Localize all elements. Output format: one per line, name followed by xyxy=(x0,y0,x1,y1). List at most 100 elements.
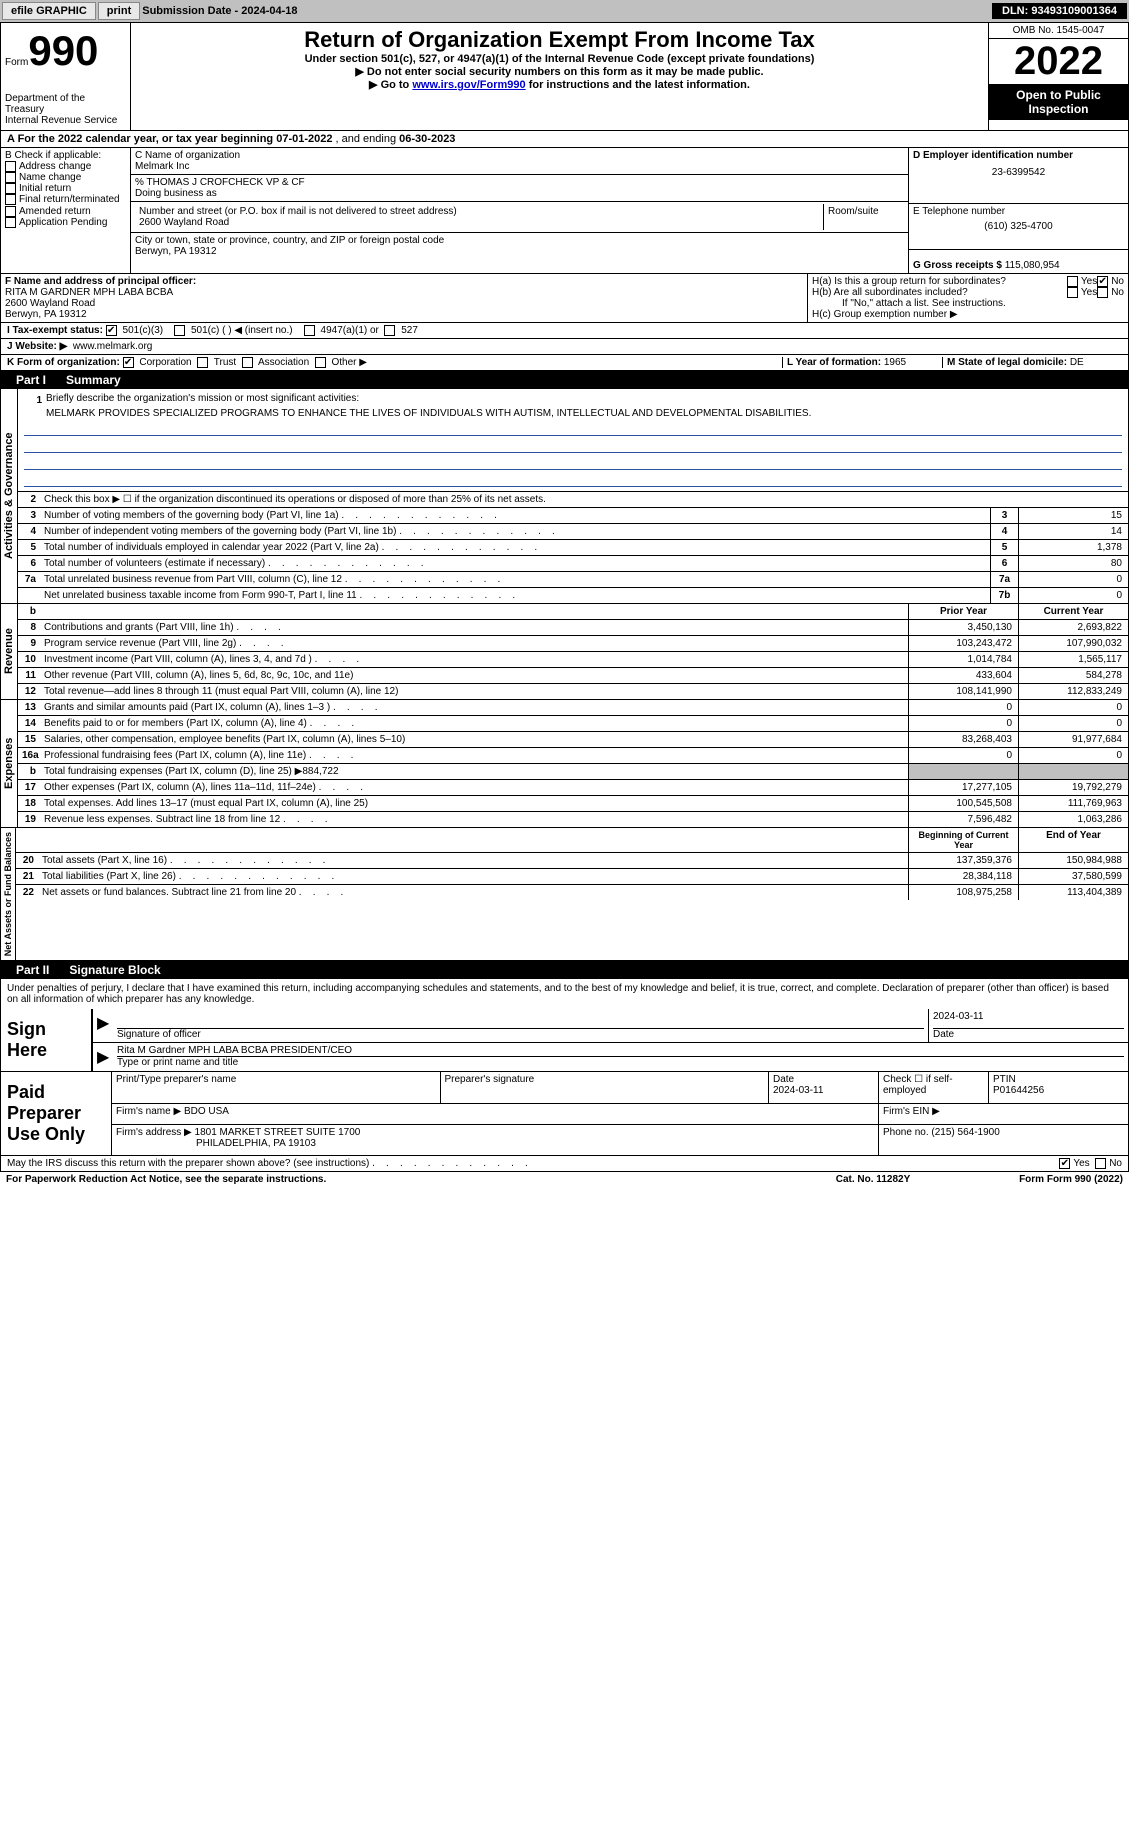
l8-cy: 2,693,822 xyxy=(1018,620,1128,635)
cb-address[interactable]: Address change xyxy=(5,161,126,172)
print-button[interactable]: print xyxy=(98,2,140,20)
hb-no[interactable] xyxy=(1097,287,1108,298)
l15-py: 83,268,403 xyxy=(908,732,1018,747)
goto-note: ▶ Go to www.irs.gov/Form990 for instruct… xyxy=(135,78,984,91)
k-corp[interactable] xyxy=(123,357,134,368)
l3-val: 15 xyxy=(1018,508,1128,523)
revenue-section: Revenue bPrior YearCurrent Year 8Contrib… xyxy=(0,604,1129,700)
section-bcd: B Check if applicable: Address change Na… xyxy=(0,148,1129,274)
ein-label: D Employer identification number xyxy=(913,150,1124,161)
l15-desc: Salaries, other compensation, employee b… xyxy=(40,732,908,747)
section-fgh: F Name and address of principal officer:… xyxy=(0,274,1129,323)
l6-num: 6 xyxy=(18,556,40,571)
l7a-num: 7a xyxy=(18,572,40,587)
l10-desc: Investment income (Part VIII, column (A)… xyxy=(40,652,908,667)
l12-desc: Total revenue—add lines 8 through 11 (mu… xyxy=(40,684,908,699)
l18-desc: Total expenses. Add lines 13–17 (must eq… xyxy=(40,796,908,811)
l8-desc: Contributions and grants (Part VIII, lin… xyxy=(40,620,908,635)
l12-num: 12 xyxy=(18,684,40,699)
prep-se-label: Check ☐ if self-employed xyxy=(878,1072,988,1104)
l17-py: 17,277,105 xyxy=(908,780,1018,795)
l3-desc: Number of voting members of the governin… xyxy=(40,508,990,523)
ein-value: 23-6399542 xyxy=(913,167,1124,178)
row-j: J Website: ▶ www.melmark.org xyxy=(0,339,1129,355)
cb-pending[interactable]: Application Pending xyxy=(5,217,126,228)
i-4947[interactable] xyxy=(304,325,315,336)
part1-body: Activities & Governance 1Briefly describ… xyxy=(0,389,1129,604)
l17-desc: Other expenses (Part IX, column (A), lin… xyxy=(40,780,908,795)
cy-header: Current Year xyxy=(1018,604,1128,619)
l16a-desc: Professional fundraising fees (Part IX, … xyxy=(40,748,908,763)
prep-phone-label: Phone no. xyxy=(883,1127,929,1138)
part1-title: Summary xyxy=(56,373,131,387)
city: Berwyn, PA 19312 xyxy=(135,246,904,257)
expenses-section: Expenses 13Grants and similar amounts pa… xyxy=(0,700,1129,828)
netassets-section: Net Assets or Fund Balances Beginning of… xyxy=(0,828,1129,961)
cb-name[interactable]: Name change xyxy=(5,172,126,183)
form-footer: Form 990 (2022) xyxy=(1047,1174,1123,1185)
l14-desc: Benefits paid to or for members (Part IX… xyxy=(40,716,908,731)
l22-py: 108,975,258 xyxy=(908,885,1018,900)
street: 2600 Wayland Road xyxy=(139,217,819,228)
form-title: Return of Organization Exempt From Incom… xyxy=(135,27,984,53)
i-501c3[interactable] xyxy=(106,325,117,336)
l20-py: 137,359,376 xyxy=(908,853,1018,868)
l13-num: 13 xyxy=(18,700,40,715)
signature-block: Under penalties of perjury, I declare th… xyxy=(0,979,1129,1072)
l9-num: 9 xyxy=(18,636,40,651)
exp-vlabel: Expenses xyxy=(1,700,18,827)
irs-link[interactable]: www.irs.gov/Form990 xyxy=(412,79,525,91)
arrow-icon: ▶ xyxy=(93,1043,113,1071)
cb-initial[interactable]: Initial return xyxy=(5,183,126,194)
website-value: www.melmark.org xyxy=(73,341,152,352)
cb-final[interactable]: Final return/terminated xyxy=(5,194,126,205)
k-trust[interactable] xyxy=(197,357,208,368)
i-label: I Tax-exempt status: xyxy=(7,325,103,336)
l9-cy: 107,990,032 xyxy=(1018,636,1128,651)
col-h: H(a) Is this a group return for subordin… xyxy=(808,274,1128,322)
part2-title: Signature Block xyxy=(59,963,170,977)
l13-cy: 0 xyxy=(1018,700,1128,715)
efile-button[interactable]: efile GRAPHIC xyxy=(2,2,96,20)
l17-num: 17 xyxy=(18,780,40,795)
l7a-box: 7a xyxy=(990,572,1018,587)
i-527[interactable] xyxy=(384,325,395,336)
eoy-header: End of Year xyxy=(1018,828,1128,852)
ha-no[interactable] xyxy=(1097,276,1108,287)
nab-vlabel: Net Assets or Fund Balances xyxy=(1,828,16,960)
discuss-yes[interactable] xyxy=(1059,1158,1070,1169)
l21-py: 28,384,118 xyxy=(908,869,1018,884)
mission-text: MELMARK PROVIDES SPECIALIZED PROGRAMS TO… xyxy=(24,408,1122,419)
ha-yes[interactable] xyxy=(1067,276,1078,287)
gross-value: 115,080,954 xyxy=(1005,260,1060,271)
k-assoc[interactable] xyxy=(242,357,253,368)
j-label: J Website: ▶ xyxy=(7,341,67,352)
l4-box: 4 xyxy=(990,524,1018,539)
street-label: Number and street (or P.O. box if mail i… xyxy=(139,206,819,217)
hb-yes[interactable] xyxy=(1067,287,1078,298)
b-label: B Check if applicable: xyxy=(5,150,126,161)
l11-cy: 584,278 xyxy=(1018,668,1128,683)
l16a-cy: 0 xyxy=(1018,748,1128,763)
l4-num: 4 xyxy=(18,524,40,539)
firm-addr1: 1801 MARKET STREET SUITE 1700 xyxy=(195,1127,361,1138)
discuss-text: May the IRS discuss this return with the… xyxy=(7,1158,1059,1169)
k-label: K Form of organization: xyxy=(7,357,120,368)
l14-py: 0 xyxy=(908,716,1018,731)
discuss-no[interactable] xyxy=(1095,1158,1106,1169)
sig-declaration: Under penalties of perjury, I declare th… xyxy=(1,979,1128,1009)
l5-desc: Total number of individuals employed in … xyxy=(40,540,990,555)
dba-label: Doing business as xyxy=(135,188,904,199)
l4-desc: Number of independent voting members of … xyxy=(40,524,990,539)
l19-num: 19 xyxy=(18,812,40,827)
prep-date: 2024-03-11 xyxy=(773,1085,823,1096)
hb-note: If "No," attach a list. See instructions… xyxy=(812,298,1124,309)
i-501c[interactable] xyxy=(174,325,185,336)
k-other[interactable] xyxy=(315,357,326,368)
l3-box: 3 xyxy=(990,508,1018,523)
l5-box: 5 xyxy=(990,540,1018,555)
cb-amended[interactable]: Amended return xyxy=(5,206,126,217)
sign-here-label: Sign Here xyxy=(1,1009,91,1071)
firm-name-label: Firm's name ▶ xyxy=(116,1106,181,1117)
l16b-desc: Total fundraising expenses (Part IX, col… xyxy=(40,764,908,779)
